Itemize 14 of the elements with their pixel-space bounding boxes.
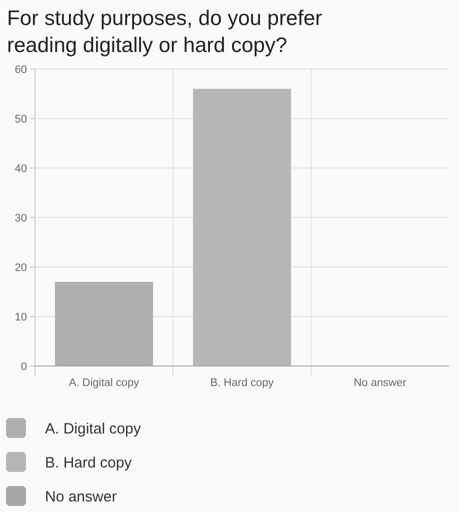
y-tick-label: 0 <box>20 360 27 373</box>
x-tick-label: A. Digital copy <box>68 377 140 389</box>
y-tick-label: 50 <box>14 113 27 126</box>
legend-label: B. Hard copy <box>45 454 132 472</box>
y-tick-label: 30 <box>14 212 27 224</box>
legend-label: A. Digital copy <box>45 420 142 438</box>
x-tick-label: B. Hard copy <box>210 377 274 389</box>
x-tick-label: No answer <box>354 377 407 389</box>
y-tick-label: 20 <box>14 262 27 274</box>
y-tick-label: 40 <box>14 162 27 175</box>
chart-title: For study purposes, do you prefer reading digitally or hard copy? <box>7 7 322 57</box>
y-tick-label: 60 <box>14 64 27 76</box>
legend-label: No answer <box>45 488 117 506</box>
y-tick-label: 10 <box>14 311 27 324</box>
